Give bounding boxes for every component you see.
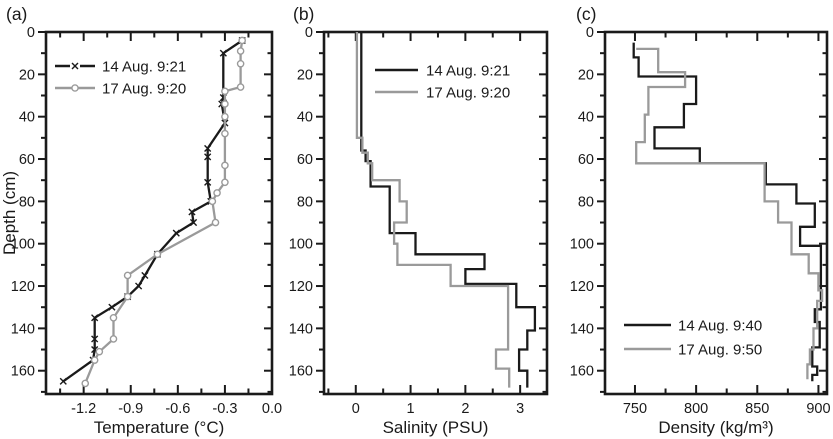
panel-label: (b) — [293, 4, 314, 24]
y-tick-label: 140 — [11, 321, 35, 337]
panel-label: (a) — [6, 4, 27, 24]
panel-label: (c) — [576, 4, 596, 24]
legend: 14 Aug. 9:21 17 Aug. 9:20 — [55, 59, 186, 98]
y-tick-label: 160 — [570, 364, 594, 380]
profile-line — [355, 32, 511, 388]
circle-marker — [221, 178, 229, 187]
y-tick-label: 60 — [19, 152, 35, 168]
y-tick-label: 60 — [578, 152, 594, 168]
circle-marker — [109, 335, 118, 343]
circle-marker — [238, 36, 246, 45]
circle-marker — [123, 292, 132, 301]
y-tick-label: 80 — [578, 194, 594, 210]
circle-marker — [213, 189, 221, 197]
x-axis-title: Temperature (°C) — [94, 418, 225, 437]
x-tick-label: 900 — [806, 401, 830, 417]
circle-marker — [221, 129, 229, 138]
panel-c-density-chart: (c) 750 800 850 900 0 20 40 60 80 100 120 140 160 Dens… — [570, 4, 831, 437]
legend-circle-marker — [71, 84, 79, 92]
x-tick-label: -0.3 — [212, 401, 237, 417]
y-tick-label: 80 — [19, 194, 35, 210]
series-14-aug-9-21 — [360, 32, 537, 388]
y-tick-label: 0 — [586, 25, 594, 41]
circle-marker — [221, 161, 229, 170]
legend: 14 Aug. 9:21 17 Aug. 9:20 — [375, 63, 510, 102]
circle-marker — [123, 271, 132, 280]
x-axis-title: Density (kg/m³) — [658, 418, 773, 437]
legend-entry-label: 17 Aug. 9:20 — [102, 81, 186, 98]
legend-entry-label: 17 Aug. 9:20 — [426, 85, 510, 102]
x-tick-label: 800 — [684, 401, 708, 417]
y-tick-label: 100 — [11, 237, 35, 253]
y-tick-label: 100 — [570, 237, 594, 253]
y-tick-label: 120 — [289, 279, 313, 295]
circle-marker — [221, 87, 229, 96]
x-tick-label: 2 — [461, 401, 469, 417]
plot-frame — [322, 30, 549, 396]
x-tick-label: -0.6 — [165, 401, 190, 417]
y-tick-label: 140 — [570, 321, 594, 337]
legend-entry-label: 14 Aug. 9:40 — [678, 318, 762, 335]
x-tick-label: 3 — [516, 401, 524, 417]
circle-marker — [221, 100, 229, 108]
legend: 14 Aug. 9:40 17 Aug. 9:50 — [624, 318, 762, 359]
y-axis-title: Depth (cm) — [0, 171, 19, 255]
profile-line — [635, 47, 824, 380]
x-tick-label: 0 — [352, 401, 360, 417]
y-tick-label: 0 — [305, 25, 313, 41]
circle-marker — [236, 59, 245, 68]
circle-marker — [236, 83, 245, 91]
x-axis-title: Salinity (PSU) — [383, 418, 489, 437]
axes: -1.2 -0.9 -0.6 -0.3 0.0 0 20 40 60 80 100 120 140 160… — [0, 25, 282, 437]
series-17-aug-9-20 — [81, 36, 246, 388]
y-tick-label: 40 — [578, 110, 594, 126]
x-tick-label: 750 — [623, 401, 647, 417]
series-17-aug-9-20 — [355, 32, 511, 388]
y-tick-label: 0 — [27, 25, 35, 41]
y-tick-label: 20 — [578, 67, 594, 83]
y-tick-label: 120 — [11, 279, 35, 295]
axes: 750 800 850 900 0 20 40 60 80 100 120 140 160 Density… — [570, 25, 831, 437]
x-tick-label: -0.9 — [118, 401, 143, 417]
y-tick-label: 40 — [19, 110, 35, 126]
plot-frame — [44, 30, 274, 396]
circle-marker — [95, 347, 104, 356]
y-tick-label: 20 — [19, 67, 35, 83]
y-tick-label: 80 — [297, 194, 313, 210]
x-tick-label: 0.0 — [262, 401, 282, 417]
circle-marker — [208, 197, 217, 206]
circle-marker — [81, 379, 90, 388]
axes: 0 1 2 3 0 20 40 60 80 100 120 140 160 Salinity (PSU) — [289, 25, 549, 437]
circle-marker — [211, 218, 220, 227]
circle-marker — [221, 112, 229, 121]
y-tick-label: 40 — [297, 110, 313, 126]
plot-frame — [603, 30, 829, 396]
y-tick-label: 160 — [289, 364, 313, 380]
y-tick-label: 60 — [297, 152, 313, 168]
legend-entry-label: 14 Aug. 9:21 — [102, 59, 186, 76]
circle-marker — [236, 47, 245, 55]
panel-a-temperature-chart: (a) -1.2 -0.9 -0.6 -0.3 0.0 0 20 40 60 80 100 120 140… — [0, 4, 282, 437]
profile-line — [360, 32, 537, 388]
x-tick-label: 1 — [407, 401, 415, 417]
y-tick-label: 20 — [297, 67, 313, 83]
x-tick-label: -1.2 — [71, 401, 96, 417]
legend-entry-label: 14 Aug. 9:21 — [426, 63, 510, 80]
circle-marker — [153, 250, 162, 259]
y-tick-label: 160 — [11, 364, 35, 380]
y-tick-label: 140 — [289, 321, 313, 337]
circle-marker — [109, 313, 118, 322]
y-tick-label: 100 — [289, 237, 313, 253]
y-tick-label: 120 — [570, 279, 594, 295]
x-tick-label: 850 — [745, 401, 769, 417]
series-17-aug-9-50 — [635, 47, 824, 380]
circle-marker — [90, 356, 99, 364]
legend-entry-label: 17 Aug. 9:50 — [678, 342, 762, 359]
